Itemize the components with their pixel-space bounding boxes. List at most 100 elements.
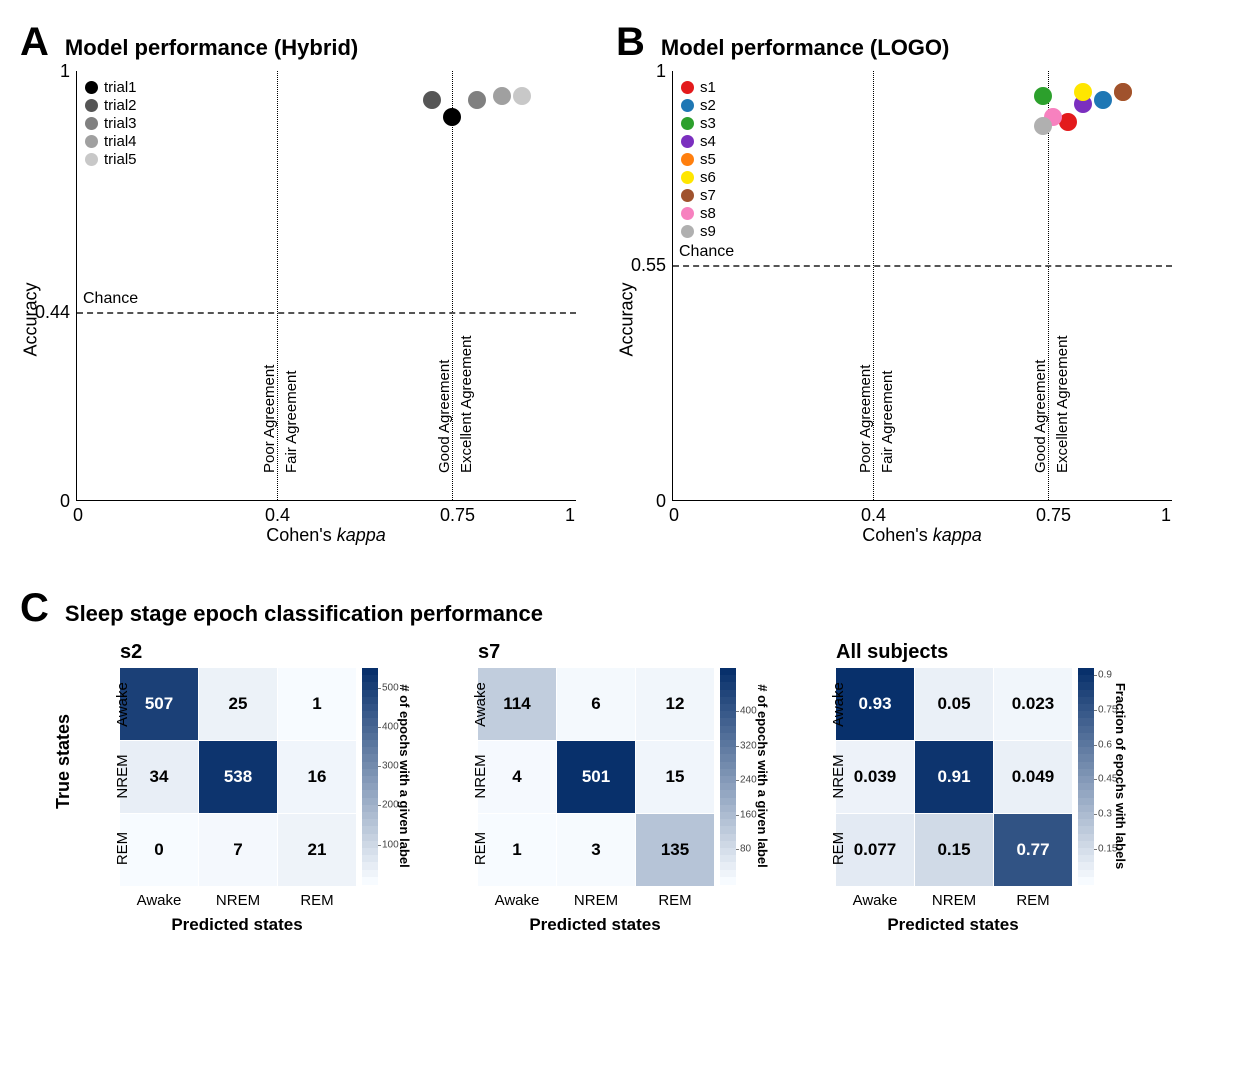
cm-cell: 7: [199, 814, 277, 886]
cm-cell: 0.05: [915, 668, 993, 740]
legend-dot-icon: [681, 225, 694, 238]
panel-c-title: Sleep stage epoch classification perform…: [65, 601, 543, 627]
colorbar-tick: 80: [740, 844, 751, 855]
cm-cell: 12: [636, 668, 714, 740]
cm-col-label: REM: [278, 892, 356, 909]
xtick: 0.4: [861, 505, 886, 526]
legend: trial1trial2trial3trial4trial5: [85, 79, 137, 169]
legend-label: trial4: [104, 133, 137, 150]
cm-col-label: Awake: [836, 892, 914, 909]
data-point: [1114, 83, 1132, 101]
legend-dot-icon: [681, 81, 694, 94]
panel-c: C Sleep stage epoch classification perfo…: [20, 586, 1220, 935]
data-point: [1034, 117, 1052, 135]
cm-ylabels: AwakeNREMREM: [458, 668, 503, 884]
cm-col-label: NREM: [199, 892, 277, 909]
legend-item: s2: [681, 97, 716, 114]
cm-col-label: Awake: [120, 892, 198, 909]
legend-dot-icon: [85, 135, 98, 148]
cm-cell: 501: [557, 741, 635, 813]
scatter-a: Poor AgreementFair AgreementGood Agreeme…: [76, 71, 576, 501]
data-point: [1094, 91, 1112, 109]
legend-dot-icon: [681, 207, 694, 220]
colorbar: 100200300400500# of epochs with a given …: [362, 668, 378, 884]
legend-dot-icon: [85, 153, 98, 166]
legend-dot-icon: [681, 99, 694, 112]
legend-label: s1: [700, 79, 716, 96]
colorbar-tick: 0.3: [1098, 809, 1112, 820]
axis-region-label: Fair Agreement: [879, 370, 896, 473]
confusion-matrix: s2AwakeNREMREM50725134538160721100200300…: [120, 641, 378, 935]
legend-label: s3: [700, 115, 716, 132]
legend-item: s1: [681, 79, 716, 96]
ytick: 1: [60, 61, 70, 82]
panel-a-xlabel: Cohen's kappa: [266, 525, 386, 545]
panel-b-xlabel: Cohen's kappa: [862, 525, 982, 545]
legend-label: s4: [700, 133, 716, 150]
cm-cell: 3: [557, 814, 635, 886]
cm-col-label: Awake: [478, 892, 556, 909]
data-point: [493, 87, 511, 105]
legend-item: s6: [681, 169, 716, 186]
legend-item: trial4: [85, 133, 137, 150]
cm-title: s2: [120, 641, 378, 664]
axis-region-label: Good Agreement: [1032, 360, 1049, 473]
confusion-row: True states s2AwakeNREMREM50725134538160…: [120, 641, 1220, 935]
axis-region-label: Good Agreement: [436, 360, 453, 473]
legend-label: trial3: [104, 115, 137, 132]
cm-ylabels: Awake NREM REM: [100, 668, 145, 884]
cm-cell: 0.77: [994, 814, 1072, 886]
cm-row-label: Awake: [114, 682, 131, 727]
cm-cell: 0.15: [915, 814, 993, 886]
panel-c-true-label: True states: [53, 714, 74, 809]
chance-line: [673, 265, 1172, 267]
cm-cell: 16: [278, 741, 356, 813]
axis-region-label: Excellent Agreement: [458, 335, 475, 473]
cm-row-label: NREM: [114, 754, 131, 799]
panel-c-label: C: [20, 586, 49, 631]
xtick: 0: [73, 505, 83, 526]
cm-cell: 25: [199, 668, 277, 740]
legend-dot-icon: [681, 171, 694, 184]
data-point: [1074, 83, 1092, 101]
legend-item: s3: [681, 115, 716, 132]
cm-row-label: REM: [114, 826, 131, 871]
cm-ylabels: AwakeNREMREM: [816, 668, 861, 884]
xtick: 0: [669, 505, 679, 526]
legend-dot-icon: [85, 117, 98, 130]
cm-xlabels: AwakeNREMREM: [478, 892, 736, 909]
colorbar-label: # of epochs with a given label: [755, 684, 770, 868]
legend-dot-icon: [681, 117, 694, 130]
axis-region-label: Fair Agreement: [283, 370, 300, 473]
cm-xlabels: AwakeNREMREM: [120, 892, 378, 909]
legend-dot-icon: [85, 99, 98, 112]
colorbar-label: # of epochs with a given label: [397, 684, 412, 868]
legend-label: trial1: [104, 79, 137, 96]
legend-label: s2: [700, 97, 716, 114]
colorbar: 80160240320400# of epochs with a given l…: [720, 668, 736, 884]
colorbar-tick: 0.6: [1098, 739, 1112, 750]
cm-row-label: NREM: [472, 754, 489, 799]
legend-item: trial5: [85, 151, 137, 168]
legend-item: s5: [681, 151, 716, 168]
data-point: [443, 108, 461, 126]
xtick: 1: [565, 505, 575, 526]
cm-col-label: REM: [636, 892, 714, 909]
chance-label: Chance: [679, 243, 734, 261]
cm-col-label: NREM: [915, 892, 993, 909]
legend-label: s5: [700, 151, 716, 168]
data-point: [468, 91, 486, 109]
cm-row-label: NREM: [830, 754, 847, 799]
legend-item: trial1: [85, 79, 137, 96]
figure: A Model performance (Hybrid) Poor Agreem…: [20, 20, 1220, 935]
cm-grid: 50725134538160721: [120, 668, 356, 886]
legend: s1s2s3s4s5s6s7s8s9: [681, 79, 716, 241]
cm-cell: 135: [636, 814, 714, 886]
cm-row-label: Awake: [830, 682, 847, 727]
ytick: 0: [60, 491, 70, 512]
legend-item: s8: [681, 205, 716, 222]
ytick: 1: [656, 61, 666, 82]
legend-dot-icon: [681, 189, 694, 202]
axis-region-label: Excellent Agreement: [1054, 335, 1071, 473]
cm-title: All subjects: [836, 641, 1094, 664]
